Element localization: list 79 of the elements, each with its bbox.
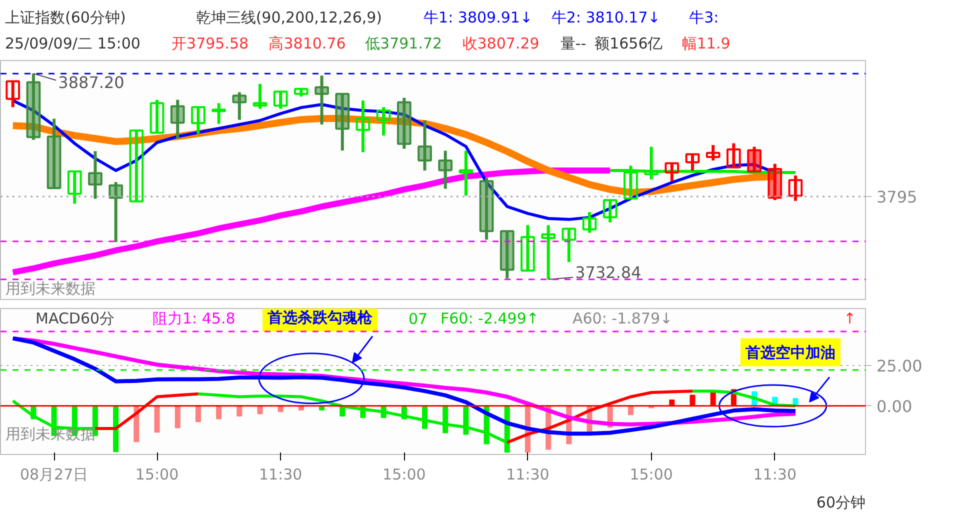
candlestick <box>418 120 432 170</box>
y-tick-label: 25.00 <box>876 356 922 376</box>
bar <box>113 405 119 452</box>
text: 25/09/09/二 15:00 <box>5 34 140 52</box>
text: ↑ <box>844 310 856 328</box>
x-tick-label: 15:00 <box>630 466 673 484</box>
candlestick <box>170 100 185 139</box>
annotation: 用到未来数据 <box>6 280 96 298</box>
candlestick <box>46 118 62 190</box>
bar <box>216 405 222 420</box>
candlestick <box>664 162 680 182</box>
chart-title: 上证指数(60分钟) <box>5 8 126 26</box>
candlestick <box>335 92 350 150</box>
annotation: 首选杀跌勾魂枪 <box>266 308 374 326</box>
candlestick <box>788 175 803 201</box>
ref-line-label: 3795 <box>876 188 918 206</box>
text: 收3807.29 <box>462 34 540 52</box>
bar <box>195 405 201 422</box>
text: 牛1: 3809.91↓ <box>424 8 533 26</box>
text: 量-- <box>560 34 586 52</box>
x-tick-label: 11:30 <box>753 466 796 484</box>
candlestick <box>747 146 762 172</box>
annotation: 07 <box>408 310 428 328</box>
candlestick <box>396 98 412 149</box>
x-tick-label: 08月27日 <box>20 466 88 484</box>
annotation: F60: -2.499↑ <box>440 310 539 328</box>
candlestick <box>602 199 618 222</box>
candlestick <box>706 145 720 160</box>
candlestick <box>232 92 247 120</box>
text: 高3810.76 <box>268 34 346 52</box>
text: 开3795.58 <box>172 34 249 52</box>
candlestick <box>520 225 535 272</box>
candlestick <box>438 150 453 189</box>
candlestick <box>562 228 576 262</box>
candlestick <box>252 84 268 109</box>
annotation: 首选空中加油 <box>744 343 836 362</box>
x-tick-label: 11:30 <box>258 466 302 484</box>
candlestick <box>88 151 102 199</box>
candlestick <box>6 80 20 108</box>
x-tick-label: 11:30 <box>506 466 550 484</box>
candlestick <box>67 170 82 204</box>
y-tick-label: 0.00 <box>876 396 912 416</box>
text: 额1656亿 <box>594 34 663 52</box>
text: 乾坤三线(90,200,12,26,9) <box>196 8 382 26</box>
annotation: 3732.84 <box>575 262 642 282</box>
annotation: 用到未来数据 <box>6 425 96 444</box>
candlestick <box>356 100 370 152</box>
candlestick <box>376 107 391 136</box>
candlestick <box>479 178 494 240</box>
candlestick <box>582 212 597 233</box>
candlestick <box>26 74 41 140</box>
candlestick <box>108 182 124 242</box>
bar <box>154 405 160 433</box>
text: 幅11.9 <box>682 34 730 52</box>
bar <box>257 405 263 414</box>
text: 低3791.72 <box>365 34 442 52</box>
candlestick <box>726 143 741 168</box>
candlestick <box>685 153 700 170</box>
text: 60分钟 <box>816 494 866 512</box>
candlestick <box>768 164 782 200</box>
candlestick <box>212 103 226 124</box>
x-tick-label: 15:00 <box>135 466 179 484</box>
candlestick <box>150 100 164 134</box>
candlestick <box>129 130 144 202</box>
x-tick-label: 15:00 <box>382 466 426 484</box>
bar <box>174 405 180 428</box>
candlestick <box>500 230 514 278</box>
annotation: MACD60分 <box>36 310 115 328</box>
annotation: 阻力1: 45.8 <box>152 310 236 328</box>
bar <box>236 405 242 417</box>
text: 牛3: <box>689 8 719 26</box>
candlestick <box>191 106 206 134</box>
annotation: 3887.20 <box>58 73 124 92</box>
candlestick <box>273 90 288 109</box>
candlestick <box>541 225 556 280</box>
annotation: A60: -1.879↓ <box>572 310 673 328</box>
candlestick <box>458 150 474 196</box>
text: 牛2: 3810.17↓ <box>551 8 660 26</box>
candlestick <box>314 76 329 124</box>
